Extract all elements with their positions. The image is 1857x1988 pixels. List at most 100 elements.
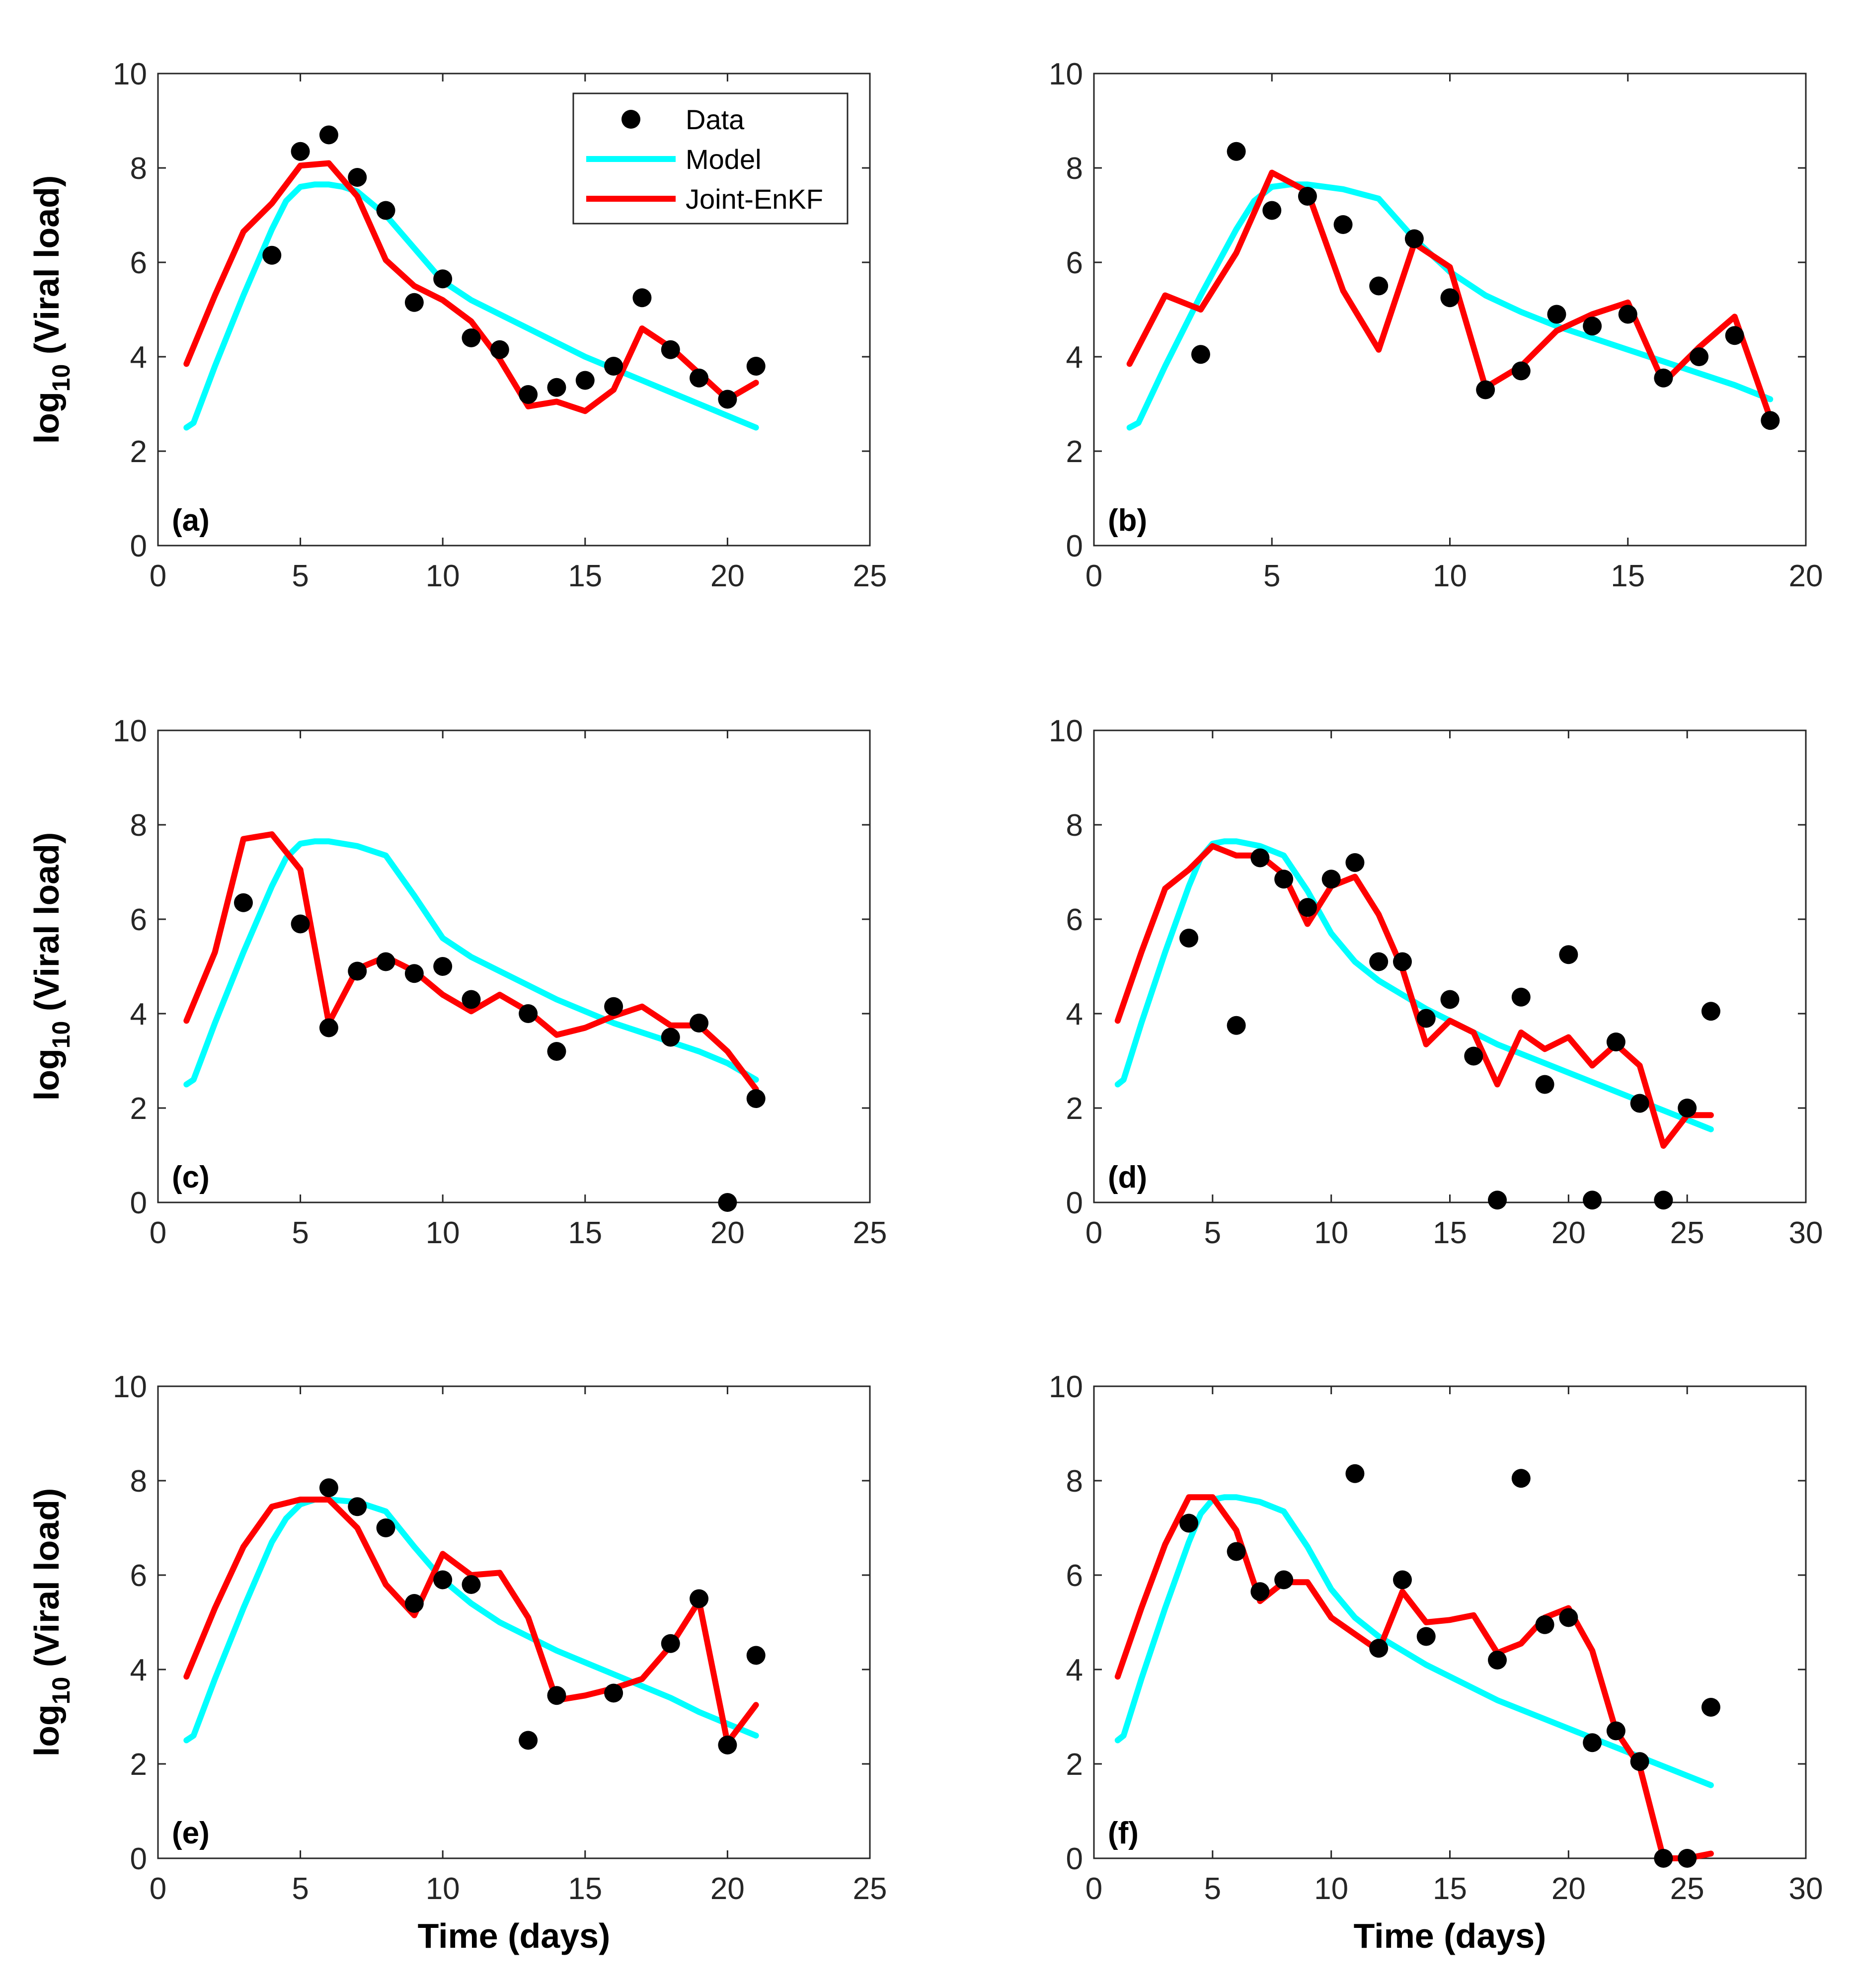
data-point: [1583, 1191, 1602, 1210]
x-tick-label: 5: [1204, 1872, 1221, 1906]
y-tick-label: 4: [1066, 1653, 1083, 1687]
data-point: [1583, 317, 1602, 336]
x-tick-label: 5: [292, 559, 309, 593]
data-point: [291, 914, 310, 934]
y-tick-label: 8: [1066, 1464, 1083, 1499]
y-tick-label: 4: [130, 1653, 147, 1687]
y-tick-label: 6: [1066, 246, 1083, 280]
y-tick-label: 0: [1066, 1842, 1083, 1876]
data-point: [604, 997, 623, 1016]
plot-area: [157, 1385, 871, 1859]
panel-e: 0 5 10 15 20 25 0 2 4 6 8 10 (e) log10 (Viral load) Ti…: [27, 1370, 887, 1955]
data-point: [348, 1497, 367, 1516]
data-point: [1559, 1608, 1578, 1627]
plot-area: [1093, 729, 1807, 1203]
x-tick-label: 10: [426, 559, 460, 593]
x-tick-label: 25: [1670, 1216, 1704, 1250]
data-point: [547, 1042, 566, 1061]
y-axis-label: log10 (Viral load): [27, 175, 75, 444]
data-point: [1761, 411, 1780, 430]
panel-c: 0 5 10 15 20 25 0 2 4 6 8 10 (c) log10 (Viral load): [27, 714, 887, 1250]
data-point: [1464, 1046, 1483, 1066]
joint-enkf-line: [183, 160, 759, 414]
panel-label: (d): [1108, 1160, 1147, 1194]
x-tick-label: 15: [1433, 1872, 1467, 1906]
x-tick-label: 10: [1314, 1872, 1348, 1906]
x-tick-label: 0: [150, 1872, 166, 1906]
data-point: [718, 390, 737, 409]
data-point: [1630, 1752, 1649, 1771]
x-tick-label: 5: [1204, 1216, 1221, 1250]
data-point: [319, 1018, 338, 1037]
data-point: [233, 893, 253, 912]
x-tick-label: 25: [853, 559, 887, 593]
x-tick-label: 20: [710, 1216, 745, 1250]
y-tick-label: 2: [130, 1092, 147, 1126]
data-point: [547, 1686, 566, 1705]
data-point: [462, 328, 481, 347]
x-tick-label: 5: [292, 1872, 309, 1906]
data-point: [690, 1014, 709, 1033]
x-tick-label: 15: [568, 1872, 602, 1906]
data-point: [1690, 347, 1709, 366]
plot-area: [1093, 73, 1807, 547]
panel-f: 0 5 10 15 20 25 30 0 2 4 6 8 10 (f) Time (days): [1049, 1370, 1823, 1955]
x-axis-label: Time (days): [1354, 1916, 1547, 1955]
data-point: [746, 357, 766, 376]
data-point: [1179, 929, 1199, 948]
y-axis-label: log10 (Viral load): [27, 832, 75, 1101]
legend-data-label: Data: [686, 104, 745, 135]
data-point: [604, 357, 623, 376]
data-point: [1227, 1016, 1246, 1035]
data-point: [433, 1570, 453, 1590]
y-tick-label: 8: [1066, 152, 1083, 186]
x-tick-label: 30: [1789, 1216, 1823, 1250]
x-tick-label: 20: [1789, 559, 1823, 593]
data-point: [1393, 952, 1412, 971]
data-point: [661, 1028, 680, 1047]
y-tick-label: 10: [1049, 1370, 1083, 1404]
y-tick-label: 2: [1066, 435, 1083, 469]
data-point: [376, 952, 395, 971]
y-tick-label: 10: [113, 57, 147, 91]
y-tick-label: 0: [130, 529, 147, 563]
data-point: [1227, 142, 1246, 161]
data-point: [1416, 1627, 1436, 1646]
data-point: [262, 245, 282, 265]
x-tick-label: 10: [1314, 1216, 1348, 1250]
panel-label: (c): [172, 1160, 210, 1194]
legend-joint-enkf-label: Joint-EnKF: [686, 183, 823, 215]
data-point: [1298, 898, 1317, 917]
panel-d: 0 5 10 15 20 25 30 0 2 4 6 8 10 (d): [1049, 714, 1823, 1250]
data-point: [1404, 229, 1424, 248]
data-point: [433, 269, 453, 289]
joint-enkf-line: [1114, 1494, 1714, 1861]
legend: Data Model Joint-EnKF: [572, 92, 849, 225]
y-tick-label: 0: [130, 1186, 147, 1220]
data-point: [519, 1731, 538, 1750]
data-point: [1630, 1094, 1649, 1113]
data-point: [1298, 187, 1317, 206]
data-point: [319, 1478, 338, 1498]
plot-area: [157, 729, 871, 1203]
x-tick-label: 0: [150, 559, 166, 593]
y-tick-label: 10: [1049, 57, 1083, 91]
data-point: [462, 990, 481, 1009]
data-point: [376, 201, 395, 220]
data-point: [1701, 1698, 1720, 1717]
data-point: [1618, 305, 1637, 324]
data-point: [1345, 853, 1365, 872]
y-tick-label: 4: [130, 340, 147, 375]
x-tick-label: 30: [1789, 1872, 1823, 1906]
data-point: [433, 957, 453, 976]
data-point: [718, 1736, 737, 1754]
data-point: [1583, 1733, 1602, 1752]
y-tick-label: 0: [1066, 529, 1083, 563]
data-point: [1654, 1849, 1673, 1868]
data-point: [746, 1646, 766, 1665]
data-point: [1488, 1191, 1507, 1210]
model-line: [183, 181, 759, 431]
x-tick-label: 20: [710, 1872, 745, 1906]
x-tick-label: 15: [568, 1216, 602, 1250]
model-line: [1126, 181, 1774, 431]
